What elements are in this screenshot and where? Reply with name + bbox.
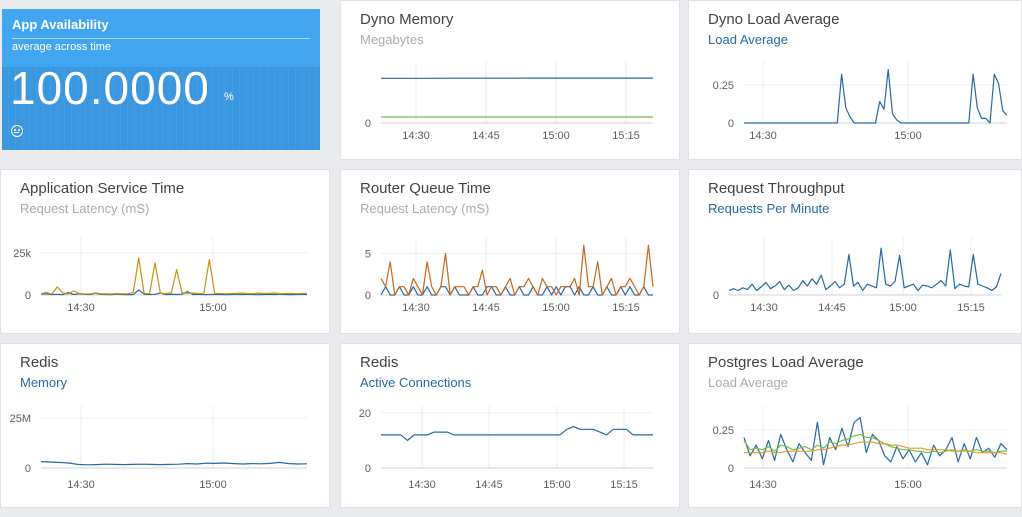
panel-subtitle: Megabytes <box>360 32 424 47</box>
panel-request-throughput[interactable]: Request Throughput Requests Per Minute 1… <box>688 169 1022 334</box>
x-tick-label: 15:15 <box>612 302 640 314</box>
x-tick-label: 15:00 <box>199 479 227 491</box>
dyno-load-chart[interactable]: 14:30 15:00 0 0.25 <box>689 1 1022 161</box>
x-tick-label: 15:00 <box>543 479 571 491</box>
series-line <box>40 461 308 466</box>
x-tick-label: 14:30 <box>750 302 778 314</box>
panel-subtitle: Memory <box>20 375 67 390</box>
panel-redis-memory[interactable]: Redis Memory 14:30 15:00 0 25M <box>0 343 330 508</box>
panel-redis-connections[interactable]: Redis Active Connections 14:30 14:45 15:00… <box>340 343 680 508</box>
throughput-chart[interactable]: 14:30 14:45 15:00 15:15 0 <box>689 170 1022 335</box>
series-line <box>744 441 1008 455</box>
router-queue-chart[interactable]: 14:30 14:45 15:00 15:15 0 5 <box>341 170 681 335</box>
x-tick-label: 14:45 <box>475 479 503 491</box>
x-tick-label: 15:15 <box>610 479 638 491</box>
panel-title: Redis <box>360 354 399 371</box>
x-tick-label: 15:15 <box>957 302 985 314</box>
series-line <box>380 244 654 296</box>
x-tick-label: 15:00 <box>199 302 227 314</box>
panel-subtitle: Active Connections <box>360 375 472 390</box>
panel-subtitle: Requests Per Minute <box>708 201 830 216</box>
x-tick-label: 14:30 <box>408 479 436 491</box>
y-tick-label: 20 <box>359 408 371 420</box>
y-tick-label: 0 <box>365 118 371 130</box>
y-tick-label: 0.25 <box>713 425 734 437</box>
panel-title: Redis <box>20 354 59 371</box>
neutral-face-icon <box>11 125 23 137</box>
y-tick-label: 0 <box>728 118 734 130</box>
app-availability-tile[interactable]: App Availability average across time 100… <box>2 9 320 150</box>
panel-subtitle: Request Latency (mS) <box>360 201 490 216</box>
availability-value: 100.0000 <box>10 62 210 114</box>
y-tick-label: 0.25 <box>713 80 734 92</box>
panel-title: Application Service Time <box>20 180 185 197</box>
availability-bars <box>2 67 320 150</box>
x-tick-label: 14:30 <box>67 302 95 314</box>
dyno-memory-chart[interactable]: 14:30 14:45 15:00 15:15 0 <box>341 1 681 161</box>
y-tick-label: 0 <box>728 463 734 475</box>
x-tick-label: 15:00 <box>542 302 570 314</box>
panel-subtitle: Request Latency (mS) <box>20 201 150 216</box>
panel-title: Postgres Load Average <box>708 354 864 371</box>
panel-application-service-time[interactable]: Application Service Time Request Latency… <box>0 169 330 334</box>
panel-router-queue-time[interactable]: Router Queue Time Request Latency (mS) 1… <box>340 169 680 334</box>
x-tick-label: 15:00 <box>542 130 570 142</box>
y-tick-label: 25k <box>13 248 31 260</box>
panel-subtitle: Load Average <box>708 375 788 390</box>
panel-subtitle: Load Average <box>708 32 788 47</box>
y-tick-label: 5 <box>365 248 371 260</box>
series-line <box>744 68 1008 124</box>
service-time-chart[interactable]: 14:30 15:00 0 25k <box>1 170 331 335</box>
y-tick-label: 25M <box>10 413 31 425</box>
y-tick-label: 0 <box>25 463 31 475</box>
x-tick-label: 14:30 <box>402 130 430 142</box>
x-tick-label: 14:30 <box>749 479 777 491</box>
x-tick-label: 14:45 <box>472 130 500 142</box>
availability-title: App Availability <box>12 17 109 32</box>
x-tick-label: 14:30 <box>402 302 430 314</box>
panel-title: Dyno Memory <box>360 11 454 28</box>
postgres-load-chart[interactable]: 14:30 15:00 0 0.25 <box>689 344 1022 509</box>
panel-postgres-load-average[interactable]: Postgres Load Average Load Average 14:30… <box>688 343 1022 508</box>
panel-title: Dyno Load Average <box>708 11 840 28</box>
x-tick-label: 14:45 <box>472 302 500 314</box>
series-line <box>743 416 1008 466</box>
panel-dyno-load-average[interactable]: Dyno Load Average Load Average 14:30 15:0… <box>688 0 1022 160</box>
y-tick-label: 0 <box>365 290 371 302</box>
availability-subtitle: average across time <box>12 41 112 53</box>
panel-title: Router Queue Time <box>360 180 491 197</box>
series-line <box>381 425 653 442</box>
y-tick-label: 0 <box>25 290 31 302</box>
redis-memory-chart[interactable]: 14:30 15:00 0 25M <box>1 344 331 509</box>
redis-connections-chart[interactable]: 14:30 14:45 15:00 15:15 0 20 <box>341 344 681 509</box>
panel-title: Request Throughput <box>708 180 845 197</box>
availability-unit: % <box>224 91 234 103</box>
x-tick-label: 14:45 <box>818 302 846 314</box>
series-line <box>728 247 1002 292</box>
x-tick-label: 15:00 <box>894 130 922 142</box>
x-tick-label: 15:00 <box>894 479 922 491</box>
y-tick-label: 0 <box>713 290 719 302</box>
panel-dyno-memory[interactable]: Dyno Memory Megabytes 14:30 14:45 15:00 15:… <box>340 0 680 160</box>
availability-divider <box>12 38 310 39</box>
x-tick-label: 15:00 <box>889 302 917 314</box>
y-tick-label: 0 <box>365 463 371 475</box>
x-tick-label: 14:30 <box>67 479 95 491</box>
series-line <box>743 433 1007 454</box>
x-tick-label: 15:15 <box>612 130 640 142</box>
series-line <box>40 257 308 295</box>
x-tick-label: 14:30 <box>749 130 777 142</box>
